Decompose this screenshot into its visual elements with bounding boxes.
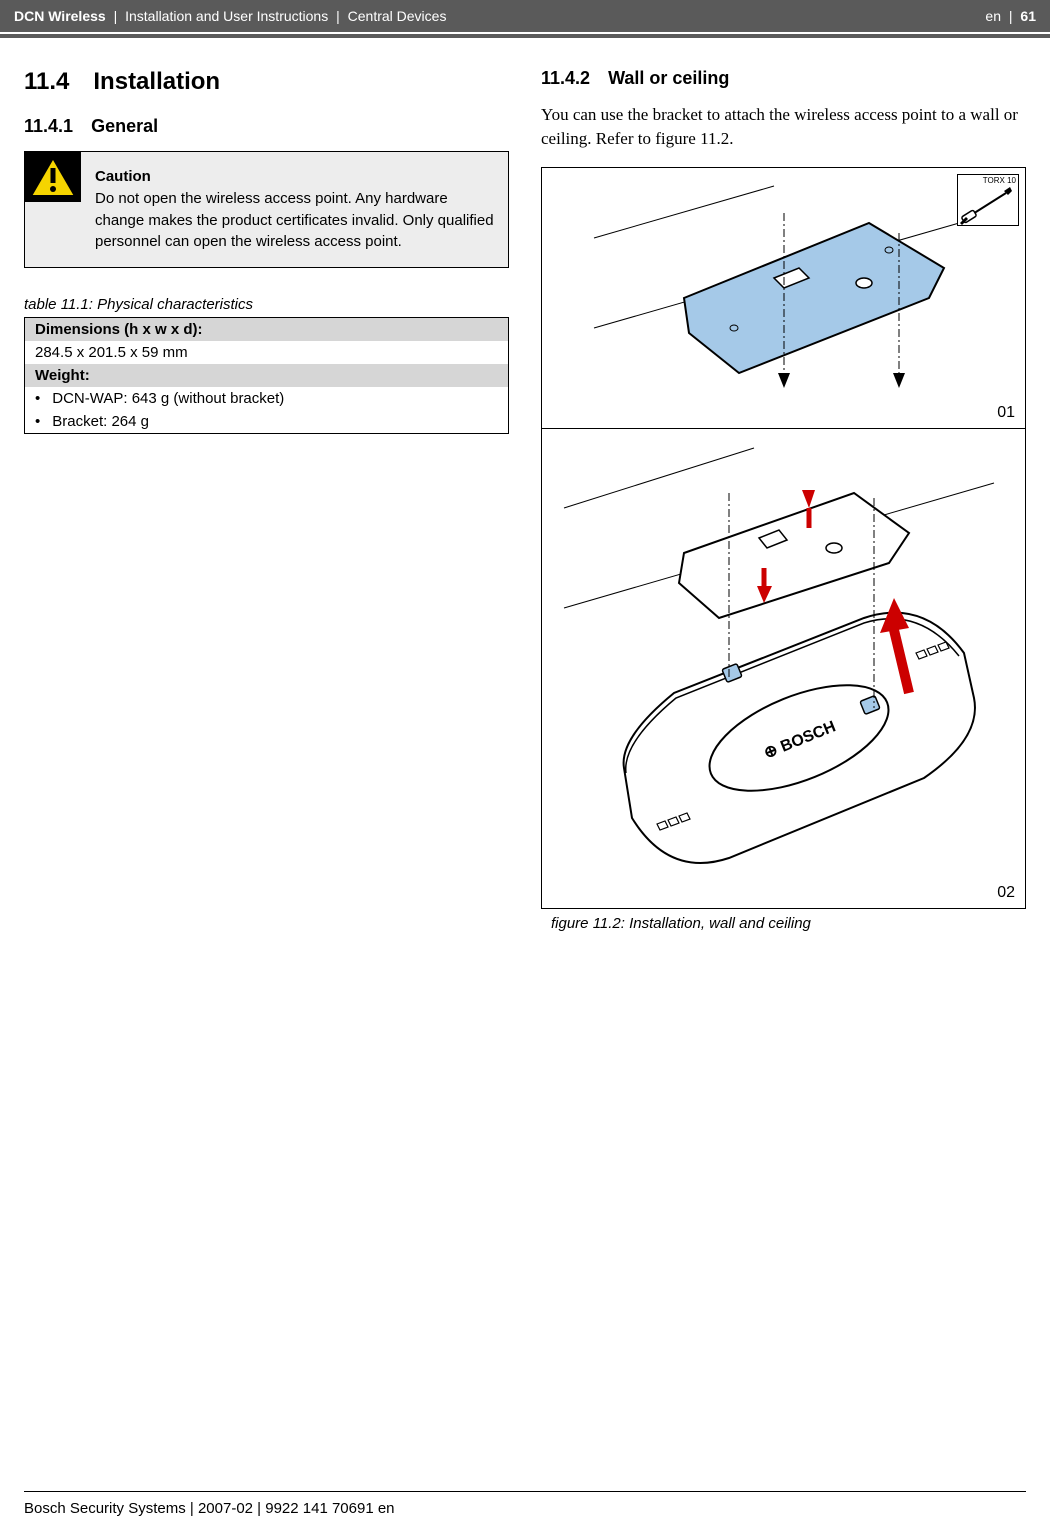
section-title: Installation <box>93 68 220 96</box>
caution-box: Caution Do not open the wireless access … <box>24 151 509 268</box>
caution-text: Do not open the wireless access point. A… <box>95 190 494 251</box>
table-row-header: Weight: <box>25 364 508 387</box>
footer-divider <box>24 1491 1026 1492</box>
footer-text: Bosch Security Systems | 2007-02 | 9922 … <box>24 1500 1026 1517</box>
torx-tool-box: TORX 10 <box>957 174 1019 226</box>
table-caption: table 11.1: Physical characteristics <box>24 296 509 313</box>
section-heading: 11.4 Installation <box>24 68 509 96</box>
assembly-drawing: ⊕ BOSCH <box>554 438 1014 898</box>
left-column: 11.4 Installation 11.4.1 General Caution… <box>24 68 509 932</box>
screwdriver-icon <box>958 185 1018 225</box>
caution-body: Caution Do not open the wireless access … <box>95 166 494 253</box>
subsection-title: Wall or ceiling <box>608 68 729 89</box>
torx-label: TORX 10 <box>958 175 1018 185</box>
lang-code: en <box>985 8 1001 24</box>
page-number: 61 <box>1020 8 1036 24</box>
chapter-title: Central Devices <box>348 8 447 24</box>
figure-panel-01: TORX 10 <box>542 168 1025 428</box>
doc-title: Installation and User Instructions <box>125 8 328 24</box>
separator: | <box>1005 8 1016 24</box>
content-area: 11.4 Installation 11.4.1 General Caution… <box>0 38 1050 932</box>
bracket-drawing <box>574 178 994 418</box>
panel-label: 02 <box>997 884 1015 902</box>
figure-caption: figure 11.2: Installation, wall and ceil… <box>541 915 1026 932</box>
header-page-info: en | 61 <box>985 8 1036 24</box>
section-number: 11.4 <box>24 68 69 96</box>
table-row: Bracket: 264 g <box>25 410 508 433</box>
body-text: You can use the bracket to attach the wi… <box>541 103 1026 151</box>
header-breadcrumb: DCN Wireless | Installation and User Ins… <box>14 8 446 24</box>
subsection-heading: 11.4.2 Wall or ceiling <box>541 68 1026 89</box>
caution-label: Caution <box>95 166 494 188</box>
figure-box: TORX 10 <box>541 167 1026 909</box>
separator: | <box>110 8 121 24</box>
page-header: DCN Wireless | Installation and User Ins… <box>0 0 1050 32</box>
product-name: DCN Wireless <box>14 8 106 24</box>
separator: | <box>332 8 343 24</box>
spec-table: Dimensions (h x w x d): 284.5 x 201.5 x … <box>24 317 509 434</box>
warning-icon <box>25 152 81 253</box>
subsection-heading: 11.4.1 General <box>24 116 509 137</box>
table-row: DCN-WAP: 643 g (without bracket) <box>25 387 508 410</box>
subsection-title: General <box>91 116 158 137</box>
subsection-number: 11.4.2 <box>541 68 590 89</box>
figure-panel-02: ⊕ BOSCH 02 <box>542 428 1025 908</box>
page-footer: Bosch Security Systems | 2007-02 | 9922 … <box>0 1491 1050 1517</box>
subsection-number: 11.4.1 <box>24 116 73 137</box>
right-column: 11.4.2 Wall or ceiling You can use the b… <box>541 68 1026 932</box>
table-row-header: Dimensions (h x w x d): <box>25 318 508 341</box>
table-row: 284.5 x 201.5 x 59 mm <box>25 341 508 364</box>
panel-label: 01 <box>997 404 1015 422</box>
